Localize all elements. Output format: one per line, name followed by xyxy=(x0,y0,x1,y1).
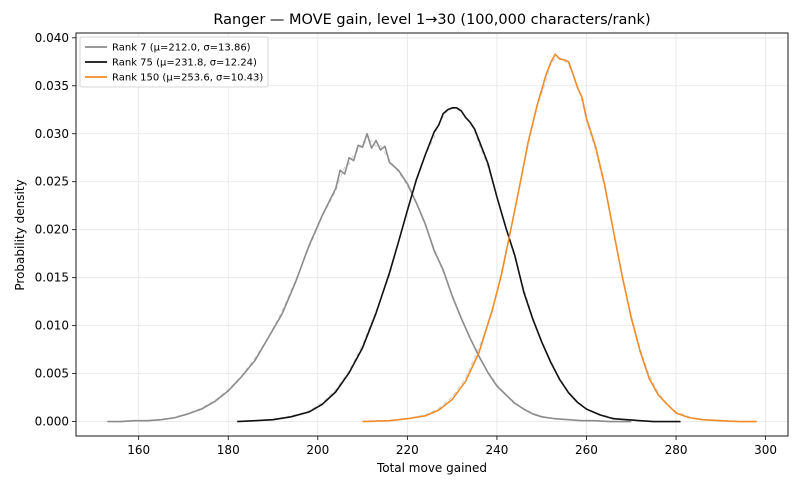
x-tick-label: 160 xyxy=(127,443,150,457)
reference-curves xyxy=(107,57,757,423)
legend-label: Rank 150 (μ=253.6, σ=10.43) xyxy=(112,73,263,84)
series-line xyxy=(362,53,757,423)
series-line xyxy=(237,107,681,423)
reference-curve xyxy=(237,107,681,423)
y-tick-label: 0.015 xyxy=(35,271,69,285)
y-tick-label: 0.030 xyxy=(35,127,69,141)
y-tick-label: 0.025 xyxy=(35,175,69,189)
y-axis-ticks: 0.000 0.005 0.010 0.015 0.020 0.025 0.030 0.035… xyxy=(35,31,76,429)
x-tick-label: 200 xyxy=(306,443,329,457)
x-tick-label: 300 xyxy=(754,443,777,457)
chart-title: Ranger — MOVE gain, level 1→30 (100,000 … xyxy=(213,12,650,28)
legend-label: Rank 7 (μ=212.0, σ=13.86) xyxy=(112,43,251,54)
legend-label: Rank 75 (μ=231.8, σ=12.24) xyxy=(112,58,257,69)
x-tick-label: 220 xyxy=(396,443,419,457)
x-tick-label: 180 xyxy=(217,443,240,457)
grid xyxy=(76,33,788,436)
legend: Rank 7 (μ=212.0, σ=13.86) Rank 75 (μ=231.… xyxy=(79,36,269,88)
series-lines xyxy=(107,53,757,423)
y-tick-label: 0.040 xyxy=(35,31,69,45)
x-tick-label: 260 xyxy=(575,443,598,457)
y-tick-label: 0.010 xyxy=(35,319,69,333)
y-tick-label: 0.020 xyxy=(35,223,69,237)
y-tick-label: 0.035 xyxy=(35,79,69,93)
x-axis-label: Total move gained xyxy=(376,461,487,475)
legend-box xyxy=(79,36,269,88)
y-tick-label: 0.000 xyxy=(35,415,69,429)
plot-frame xyxy=(75,32,789,437)
x-tick-label: 280 xyxy=(665,443,688,457)
y-tick-label: 0.005 xyxy=(35,367,69,381)
x-axis-ticks: 160 180 200 220 240 260 280 300 xyxy=(127,436,777,457)
series-line xyxy=(107,132,632,423)
y-axis-label: Probability density xyxy=(13,179,27,290)
x-tick-label: 240 xyxy=(485,443,508,457)
